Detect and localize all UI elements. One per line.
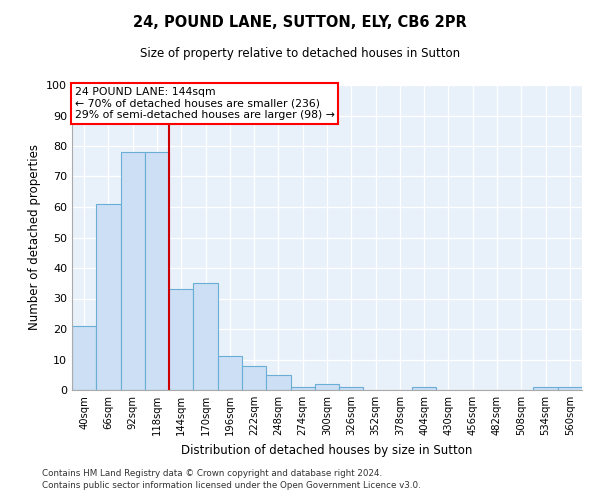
Bar <box>339 387 364 390</box>
Text: 24 POUND LANE: 144sqm
← 70% of detached houses are smaller (236)
29% of semi-det: 24 POUND LANE: 144sqm ← 70% of detached … <box>74 86 334 120</box>
Text: Size of property relative to detached houses in Sutton: Size of property relative to detached ho… <box>140 48 460 60</box>
Bar <box>412 387 436 390</box>
X-axis label: Distribution of detached houses by size in Sutton: Distribution of detached houses by size … <box>181 444 473 456</box>
Y-axis label: Number of detached properties: Number of detached properties <box>28 144 41 330</box>
Bar <box>218 356 242 390</box>
Text: 24, POUND LANE, SUTTON, ELY, CB6 2PR: 24, POUND LANE, SUTTON, ELY, CB6 2PR <box>133 15 467 30</box>
Bar <box>266 375 290 390</box>
Bar <box>121 152 145 390</box>
Bar <box>169 290 193 390</box>
Bar <box>558 387 582 390</box>
Bar <box>290 387 315 390</box>
Bar <box>145 152 169 390</box>
Text: Contains HM Land Registry data © Crown copyright and database right 2024.: Contains HM Land Registry data © Crown c… <box>42 468 382 477</box>
Bar <box>193 283 218 390</box>
Bar <box>96 204 121 390</box>
Text: Contains public sector information licensed under the Open Government Licence v3: Contains public sector information licen… <box>42 481 421 490</box>
Bar <box>533 387 558 390</box>
Bar <box>315 384 339 390</box>
Bar <box>72 326 96 390</box>
Bar <box>242 366 266 390</box>
